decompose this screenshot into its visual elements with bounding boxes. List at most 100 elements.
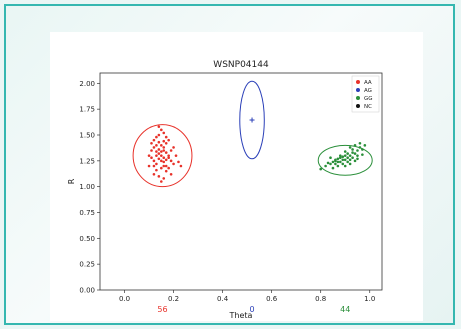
- data-point-gg: [334, 162, 337, 166]
- data-point-gg: [343, 154, 347, 157]
- x-tick-label: 0.6: [266, 295, 278, 303]
- data-point-aa: [172, 162, 175, 166]
- data-point-gg: [351, 151, 354, 154]
- legend-label-nc: NC: [364, 104, 372, 110]
- data-point-aa: [162, 131, 166, 135]
- cluster-ellipse-aa: [132, 124, 193, 188]
- data-point-gg: [346, 156, 349, 160]
- x-tick-label: 0.4: [217, 295, 229, 303]
- data-point-gg: [336, 157, 340, 161]
- data-point-aa: [152, 138, 156, 142]
- data-point-aa: [155, 162, 158, 166]
- legend: AA AG GG NC: [351, 75, 380, 113]
- data-point-gg: [363, 144, 367, 147]
- data-point-gg: [331, 166, 335, 170]
- data-point-gg: [351, 156, 354, 160]
- data-point-gg: [339, 154, 342, 157]
- legend-label-aa: AA: [364, 80, 372, 86]
- data-point-aa: [155, 150, 158, 153]
- y-axis-ticks: 0.00 0.25 0.50 0.75 1.00 1.25 1.50 1.75 2.00: [79, 80, 100, 295]
- data-point-aa: [164, 164, 168, 168]
- legend-marker-ag: [356, 88, 360, 92]
- chart-marks: [132, 80, 373, 188]
- data-point-gg: [346, 152, 349, 155]
- data-point-aa: [172, 146, 175, 149]
- data-point-aa: [162, 160, 166, 164]
- data-point-aa: [160, 154, 163, 157]
- data-point-aa: [160, 144, 163, 147]
- data-point-aa: [167, 156, 170, 160]
- y-tick-label: 1.50: [79, 132, 95, 140]
- legend-label-gg: GG: [364, 96, 373, 102]
- cluster-count-ag: 0: [249, 305, 254, 314]
- y-tick-label: 1.75: [79, 106, 95, 114]
- plot-area-border: [99, 72, 383, 291]
- data-point-aa: [160, 180, 163, 183]
- y-tick-label: 2.00: [79, 80, 95, 88]
- data-point-aa: [157, 148, 161, 151]
- data-point-aa: [169, 172, 173, 176]
- data-point-aa: [152, 172, 156, 176]
- data-point-gg: [358, 141, 362, 145]
- data-point-gg: [346, 160, 349, 164]
- data-point-gg: [353, 152, 357, 155]
- data-point-aa: [157, 175, 161, 178]
- data-point-aa: [150, 149, 153, 152]
- data-point-aa: [164, 135, 168, 139]
- data-point-gg: [331, 160, 335, 164]
- cluster-count-gg: 44: [340, 305, 350, 314]
- data-point-aa: [164, 151, 168, 154]
- data-point-gg: [329, 162, 332, 166]
- data-point-gg: [361, 153, 364, 156]
- y-tick-label: 0.75: [79, 209, 95, 217]
- data-point-aa: [162, 139, 166, 143]
- data-point-aa: [164, 158, 168, 162]
- data-point-aa: [160, 150, 163, 153]
- data-point-aa: [147, 154, 151, 157]
- data-point-gg: [326, 161, 330, 165]
- data-point-aa: [155, 135, 158, 139]
- figure-canvas: 0.0 0.2 0.4 0.6 0.8 1.0 0.00 0.25 0.50 0.75 1.00 1…: [50, 32, 423, 321]
- data-point-aa: [147, 164, 151, 168]
- legend-label-ag: AG: [364, 88, 372, 94]
- data-point-aa: [160, 166, 163, 170]
- data-point-aa: [160, 159, 163, 163]
- data-point-gg: [341, 155, 345, 158]
- y-tick-label: 0.50: [79, 235, 95, 243]
- data-point-gg: [348, 146, 352, 149]
- data-point-aa: [162, 146, 166, 149]
- x-tick-label: 0.2: [168, 295, 179, 303]
- cluster-ellipse-gg: [317, 144, 373, 176]
- data-point-gg: [336, 164, 340, 168]
- data-point-aa: [155, 154, 158, 157]
- data-point-gg: [339, 156, 342, 160]
- data-point-aa: [150, 156, 153, 160]
- data-point-aa: [167, 166, 170, 170]
- data-point-aa: [150, 141, 153, 145]
- data-point-gg: [343, 164, 347, 168]
- y-tick-label: 0.25: [79, 261, 95, 269]
- data-point-gg: [324, 164, 327, 168]
- x-tick-label: 0.8: [315, 295, 326, 303]
- data-point-aa: [167, 154, 170, 157]
- data-point-aa: [179, 164, 183, 168]
- x-tick-label: 0.0: [119, 295, 130, 303]
- data-point-aa: [164, 141, 168, 145]
- data-point-gg: [336, 160, 340, 164]
- data-point-gg: [341, 158, 345, 162]
- data-point-aa: [177, 160, 180, 164]
- data-point-aa: [174, 154, 178, 157]
- data-point-aa: [155, 144, 158, 147]
- scatter-chart: 0.0 0.2 0.4 0.6 0.8 1.0 0.00 0.25 0.50 0.75 1.00 1…: [67, 60, 383, 320]
- legend-marker-gg: [356, 96, 360, 100]
- cluster-count-aa: 56: [157, 305, 167, 314]
- data-point-aa: [152, 146, 156, 149]
- data-point-gg: [339, 160, 342, 164]
- data-point-aa: [157, 125, 161, 129]
- data-point-gg: [353, 159, 357, 163]
- legend-marker-nc: [356, 104, 360, 108]
- data-point-gg: [356, 149, 359, 152]
- x-tick-label: 1.0: [364, 295, 375, 303]
- data-point-gg: [351, 148, 354, 151]
- data-point-aa: [162, 149, 166, 152]
